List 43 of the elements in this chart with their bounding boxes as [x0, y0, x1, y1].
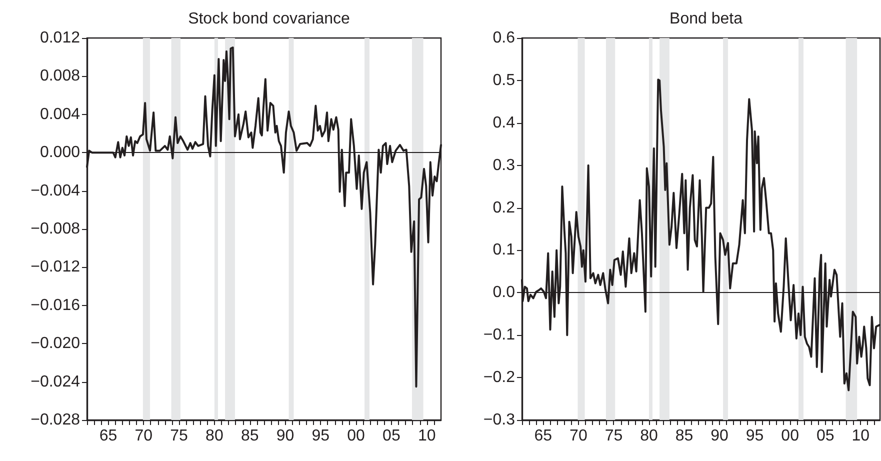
x-tick-label: 00: [347, 428, 366, 444]
x-tick-label: 65: [534, 428, 552, 444]
x-tick-label: 85: [675, 428, 694, 444]
y-tick-label: 0.0: [492, 284, 516, 302]
x-tick-label: 90: [276, 428, 294, 444]
x-tick-label: 75: [604, 428, 623, 444]
y-tick-label: −0.008: [30, 220, 80, 238]
x-tick-label: 10: [852, 428, 870, 444]
y-tick-label: −0.3: [483, 412, 516, 428]
y-tick-label: 0.2: [492, 199, 516, 216]
y-tick-label: 0.6: [492, 30, 516, 46]
y-tick-label: 0.5: [492, 72, 516, 89]
x-tick-label: 85: [240, 428, 259, 444]
x-tick-label: 95: [746, 428, 764, 444]
chart-title: Bond beta: [670, 10, 743, 28]
y-tick-label: −0.024: [30, 373, 80, 390]
y-tick-label: −0.1: [483, 326, 516, 344]
x-tick-label: 80: [206, 428, 224, 444]
y-tick-label: 0.012: [40, 30, 80, 46]
y-tick-label: −0.020: [30, 335, 80, 352]
x-tick-label: 70: [134, 428, 153, 444]
x-tick-label: 80: [640, 428, 658, 444]
y-tick-label: 0.3: [492, 156, 516, 174]
y-tick-label: −0.004: [30, 182, 80, 200]
chart-title: Stock bond covariance: [188, 10, 350, 28]
x-tick-label: 75: [170, 428, 188, 444]
x-tick-label: 90: [710, 428, 729, 444]
x-tick-label: 70: [570, 428, 588, 444]
y-tick-label: −0.016: [30, 296, 80, 314]
x-tick-label: 05: [382, 428, 400, 444]
x-tick-label: 65: [99, 428, 118, 444]
y-tick-label: 0.000: [40, 144, 80, 162]
x-tick-label: 10: [418, 428, 436, 444]
x-tick-label: 00: [781, 428, 800, 444]
x-tick-label: 05: [816, 428, 834, 444]
y-tick-label: 0.008: [40, 68, 80, 85]
y-tick-label: −0.028: [30, 412, 80, 428]
y-tick-label: 0.004: [40, 106, 80, 123]
y-tick-label: 0.4: [492, 114, 516, 132]
y-tick-label: 0.1: [492, 242, 516, 259]
x-tick-label: 95: [312, 428, 330, 444]
y-tick-label: −0.012: [30, 258, 80, 276]
y-tick-label: −0.2: [483, 369, 516, 386]
